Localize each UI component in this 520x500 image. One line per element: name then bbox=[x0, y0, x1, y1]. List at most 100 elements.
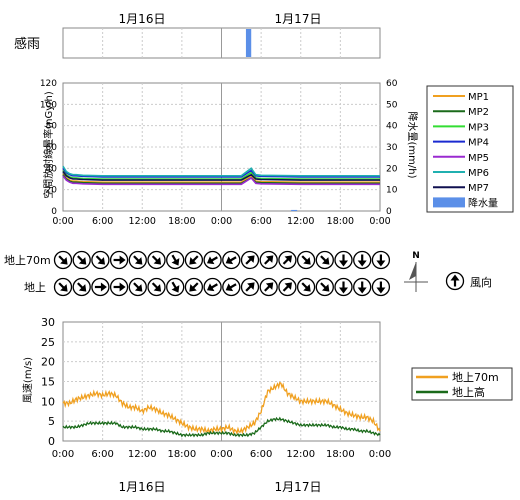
wind-direction-legend-arrow bbox=[445, 271, 465, 291]
wind-arrow-head bbox=[100, 282, 107, 292]
wind-series-0 bbox=[62, 381, 381, 436]
radiation-x-tick-label: 6:00 bbox=[92, 216, 113, 227]
wind-direction-rows bbox=[53, 250, 391, 297]
wind-arrow-ground bbox=[240, 277, 260, 297]
legend-label-MP2: MP2 bbox=[468, 107, 489, 118]
wind-x-tick-label: 18:00 bbox=[326, 449, 355, 460]
radiation-x-tick-label: 12:00 bbox=[129, 216, 156, 227]
radiation-y-tick-label: 0 bbox=[51, 207, 57, 217]
radiation-y-tick-label: 100 bbox=[40, 100, 57, 110]
wind-y-tick-label: 5 bbox=[48, 415, 55, 428]
wind-arrow-head bbox=[206, 256, 215, 265]
precip-y-tick-label: 30 bbox=[386, 143, 398, 153]
precip-y-axis-label: 降水量(mm/h) bbox=[406, 112, 419, 179]
wind-direction-legend: 風向 bbox=[445, 271, 492, 291]
radiation-series-MP7 bbox=[62, 171, 380, 181]
wind-arrow-head bbox=[339, 260, 348, 267]
precip-bar bbox=[291, 209, 298, 211]
wind-arrow-body bbox=[171, 254, 180, 266]
wind-arrow-head bbox=[247, 255, 255, 263]
wind-arrow-head bbox=[303, 284, 311, 292]
wind-arrow-body bbox=[151, 282, 162, 292]
wind-arrow-body bbox=[189, 282, 199, 292]
wind-row-label-70m: 地上70m bbox=[4, 254, 51, 267]
wind-arrow-ground bbox=[203, 277, 222, 297]
rain-sense-label: 感雨 bbox=[14, 36, 40, 52]
date-label-bottom-2: 1月17日 bbox=[275, 480, 322, 494]
wind-arrow-head bbox=[78, 284, 87, 292]
wind-arrow-head bbox=[119, 255, 126, 265]
wind-arrow-body bbox=[225, 283, 237, 292]
legend-label-MP7: MP7 bbox=[468, 183, 489, 194]
wind-arrow-body bbox=[376, 254, 386, 267]
legend-label-rain: 降水量 bbox=[468, 196, 498, 209]
wind-arrow-ground bbox=[128, 277, 147, 297]
wind-arrow-head bbox=[189, 257, 197, 265]
legend-label-MP4: MP4 bbox=[468, 138, 489, 149]
wind-arrow-head bbox=[376, 287, 386, 294]
wind-arrow-70m bbox=[296, 250, 316, 270]
wind-arrow-body bbox=[189, 255, 199, 265]
wind-arrow-body bbox=[376, 281, 386, 294]
wind-arrow-ground bbox=[315, 277, 334, 297]
wind-arrow-ground bbox=[259, 277, 278, 297]
wind-arrow-body bbox=[171, 281, 180, 293]
wind-y-tick-label: 15 bbox=[41, 376, 55, 389]
wind-arrow-body bbox=[95, 255, 105, 265]
wind-arrow-body bbox=[301, 255, 311, 265]
radiation-x-tick-label: 12:00 bbox=[287, 216, 314, 227]
wind-y-tick-label: 10 bbox=[41, 395, 55, 408]
wind-arrow-head bbox=[225, 283, 234, 292]
wind-arrow-ground bbox=[353, 277, 372, 297]
wind-x-tick-label: 0:00 bbox=[369, 449, 391, 460]
wind-arrow-body bbox=[320, 282, 330, 292]
radiation-series-MP6 bbox=[62, 165, 380, 177]
precip-y-tick-label: 0 bbox=[386, 207, 392, 217]
wind-arrow-body bbox=[58, 282, 68, 292]
wind-arrow-ground bbox=[184, 277, 204, 297]
wind-arrow-body bbox=[245, 255, 255, 265]
wind-arrow-ground bbox=[222, 277, 241, 297]
wind-arrow-body bbox=[77, 282, 87, 292]
wind-arrow-70m bbox=[222, 250, 241, 270]
wind-x-tick-label: 12:00 bbox=[128, 449, 157, 460]
wind-arrow-head bbox=[225, 256, 234, 265]
radiation-y-axis-label: 空間放射線量率(nGy/h) bbox=[42, 91, 55, 199]
wind-arrow-body bbox=[133, 282, 143, 292]
wind-x-tick-label: 0:00 bbox=[210, 449, 232, 460]
radiation-y-tick-label: 40 bbox=[46, 164, 58, 174]
wind-arrow-head bbox=[134, 284, 143, 292]
radiation-series-MP5 bbox=[62, 175, 380, 186]
wind-y-tick-label: 20 bbox=[41, 356, 55, 369]
wind-arrow-70m bbox=[128, 250, 147, 270]
precip-y-tick-label: 10 bbox=[386, 186, 398, 196]
wind-arrow-ground bbox=[334, 277, 353, 297]
wind-x-tick-label: 6:00 bbox=[250, 449, 272, 460]
wind-arrow-body bbox=[113, 282, 126, 292]
wind-arrow-body bbox=[301, 282, 311, 292]
wind-arrow-head bbox=[450, 274, 460, 281]
radiation-panel: 0 20 40 60 80 100 120 0 10 20 30 40 50 60 0:00 6:00 12:0… bbox=[40, 79, 398, 227]
wind-arrow-ground bbox=[371, 277, 391, 297]
wind-arrow-70m bbox=[203, 250, 222, 270]
wind-arrow-head bbox=[60, 284, 68, 292]
wind-speed-panel: 0 5 10 15 20 25 30 0:00 6:00 12:00 18:00 0:00 6:00 12… bbox=[41, 316, 391, 460]
wind-arrow-head bbox=[171, 285, 180, 293]
wind-y-tick-label: 30 bbox=[41, 316, 55, 329]
wind-arrow-head bbox=[376, 260, 386, 267]
wind-arrow-70m bbox=[353, 250, 372, 270]
radiation-x-tick-label: 18:00 bbox=[168, 216, 195, 227]
wind-speed-y-axis-label: 風速(m/s) bbox=[22, 357, 34, 403]
precip-y-tick-label: 50 bbox=[386, 100, 398, 110]
radiation-legend: MP1 MP2 MP3 MP4 MP5 MP6 MP7 降水量 bbox=[426, 85, 514, 213]
radiation-x-tick-label: 0:00 bbox=[369, 216, 390, 227]
wind-arrow-head bbox=[265, 282, 274, 290]
wind-arrow-head bbox=[284, 255, 292, 263]
wind-arrow-body bbox=[206, 256, 218, 265]
wind-arrow-head bbox=[60, 257, 68, 265]
wind-arrow-body bbox=[339, 254, 348, 267]
wind-arrow-head bbox=[321, 257, 330, 265]
wind-x-tick-label: 0:00 bbox=[52, 449, 74, 460]
